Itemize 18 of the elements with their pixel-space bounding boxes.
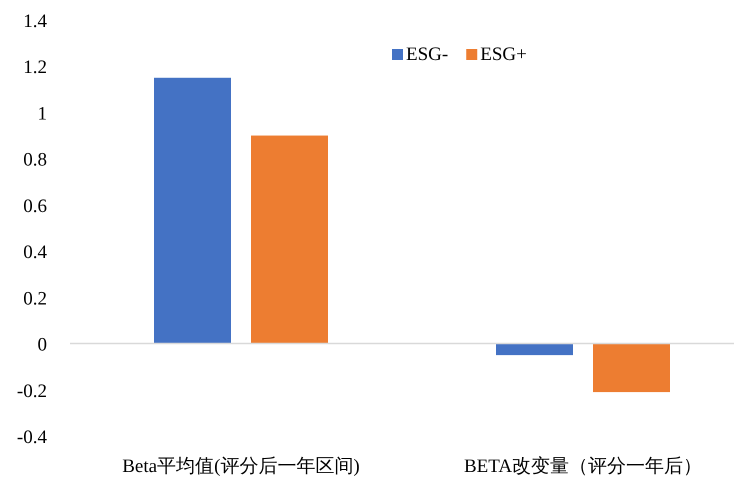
bar: [251, 136, 328, 344]
y-tick-label: 0.4: [23, 242, 48, 264]
y-tick-label: 0: [38, 334, 47, 356]
y-tick-label: 0.6: [23, 196, 47, 217]
x-tick-label: Beta平均值(评分后一年区间): [122, 456, 360, 477]
y-tick-label: -0.2: [16, 380, 47, 402]
legend-label: ESG-: [406, 44, 448, 65]
x-tick-label: BETA改变量（评分一年后）: [464, 455, 702, 477]
y-tick-label: 1.4: [23, 11, 48, 32]
y-tick-label: -0.4: [16, 427, 48, 448]
bar: [496, 344, 573, 356]
legend-label: ESG+: [480, 44, 527, 65]
y-tick-label: 1: [38, 103, 47, 124]
y-tick-label: 0.8: [23, 150, 47, 171]
bar: [154, 78, 231, 344]
bar: [593, 344, 670, 392]
y-tick-label: 1.2: [23, 57, 47, 78]
y-tick-label: 0.2: [23, 288, 47, 310]
